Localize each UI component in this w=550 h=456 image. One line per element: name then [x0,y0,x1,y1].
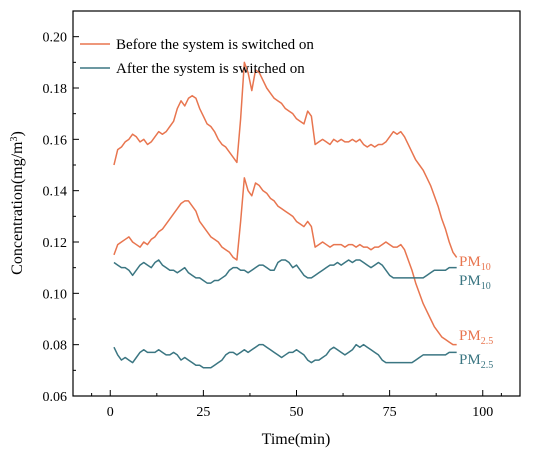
y-axis-title-main: Concentration(mg/m [9,141,26,275]
x-tick-label: 100 [472,405,493,420]
y-tick-label: 0.16 [43,133,68,148]
series-label-before-pm25: PM2.5 [459,328,493,347]
series-label-main: PM [459,352,481,368]
y-tick-label: 0.08 [43,339,68,354]
series-label-subscript: 10 [481,281,491,292]
series-label-subscript: 10 [481,262,491,273]
y-tick-label: 0.10 [43,287,68,302]
x-axis-ticks: 0 25 50 75 100 [91,390,502,420]
y-tick-label: 0.20 [43,31,68,46]
series-line-before-pm10 [113,61,458,258]
y-tick-label: 0.14 [43,185,68,200]
y-tick-label: 0.18 [43,82,68,97]
y-tick-label: 0.06 [43,390,68,405]
legend: Before the system is switched on After t… [80,37,314,77]
x-tick-label: 75 [383,405,397,420]
series-line-after-pm10 [113,259,457,284]
y-axis-ticks: 0.06 0.08 0.10 0.12 0.14 0.16 0.18 0.20 [43,31,79,405]
y-tick-label: 0.12 [43,236,68,251]
y-axis-title-suffix: ) [9,131,26,136]
series-labels: PM10 PM10 PM2.5 PM2.5 [459,254,493,371]
x-tick-label: 0 [107,405,114,420]
x-tick-label: 25 [196,405,210,420]
y-axis-title-superscript: 3 [9,137,20,142]
series-label-subscript: 2.5 [481,336,494,347]
series-layer [113,61,458,369]
y-axis-title: Concentration(mg/m3) [9,131,27,275]
series-label-main: PM [459,254,481,270]
series-label-after-pm25: PM2.5 [459,352,493,371]
series-label-after-pm10: PM10 [459,273,491,292]
legend-label-before: Before the system is switched on [116,37,314,53]
series-line-before-pm25 [113,177,457,346]
series-label-main: PM [459,273,481,289]
series-label-before-pm10: PM10 [459,254,491,273]
x-axis-title: Time(min) [262,431,331,448]
x-tick-label: 50 [290,405,304,420]
series-line-after-pm25 [113,343,457,369]
series-label-subscript: 2.5 [481,360,494,371]
legend-label-after: After the system is switched on [116,61,305,77]
series-label-main: PM [459,328,481,344]
